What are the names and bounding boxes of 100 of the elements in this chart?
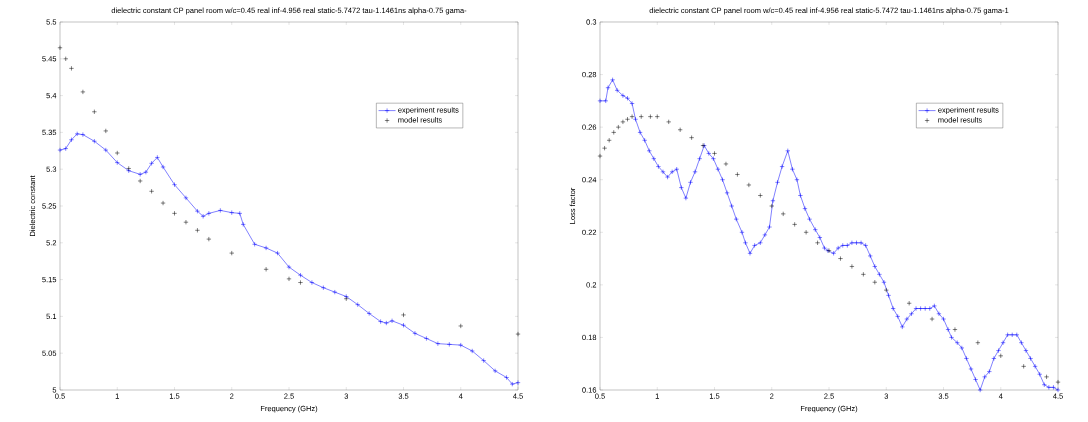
point xyxy=(625,116,630,122)
point xyxy=(143,169,149,175)
point xyxy=(194,227,200,233)
point xyxy=(137,171,143,177)
point xyxy=(412,330,418,336)
point xyxy=(114,160,120,166)
point xyxy=(1021,363,1027,369)
point xyxy=(80,89,86,95)
point xyxy=(103,147,109,153)
point xyxy=(458,323,464,329)
point xyxy=(172,210,177,216)
point xyxy=(1055,379,1061,385)
point xyxy=(149,160,155,166)
point xyxy=(620,119,626,125)
point xyxy=(723,161,729,167)
point xyxy=(872,279,878,285)
point xyxy=(172,182,177,188)
point xyxy=(286,264,292,270)
point xyxy=(63,146,69,152)
point xyxy=(860,271,866,277)
point xyxy=(998,353,1004,359)
point xyxy=(137,178,143,184)
point xyxy=(91,138,97,144)
point xyxy=(309,280,315,285)
point xyxy=(481,358,487,363)
point xyxy=(275,250,280,256)
point xyxy=(194,208,200,214)
point xyxy=(366,311,372,316)
point xyxy=(91,109,97,115)
point xyxy=(689,135,695,141)
point xyxy=(286,276,292,282)
point xyxy=(654,114,660,120)
point xyxy=(615,124,621,130)
point xyxy=(647,114,653,120)
point xyxy=(666,119,672,125)
point xyxy=(206,210,212,216)
point xyxy=(423,336,429,341)
point xyxy=(883,287,889,293)
point xyxy=(602,145,608,151)
point xyxy=(849,264,855,269)
point xyxy=(792,221,798,227)
point xyxy=(200,213,206,219)
point xyxy=(103,128,109,134)
point xyxy=(206,236,212,242)
point xyxy=(149,188,155,194)
point xyxy=(298,272,303,278)
point xyxy=(734,172,740,177)
point xyxy=(252,241,258,247)
point xyxy=(803,229,809,235)
point xyxy=(355,302,361,308)
point xyxy=(240,221,246,227)
point xyxy=(769,203,775,209)
point xyxy=(263,245,269,251)
point xyxy=(906,300,912,306)
point xyxy=(160,164,166,170)
point xyxy=(154,154,160,160)
point xyxy=(229,210,235,216)
point xyxy=(815,240,821,246)
point xyxy=(378,319,384,324)
point xyxy=(952,327,958,332)
point xyxy=(80,132,86,138)
point xyxy=(383,320,389,326)
point xyxy=(638,114,644,120)
point xyxy=(606,137,612,143)
point xyxy=(183,195,189,201)
point xyxy=(217,207,223,213)
point xyxy=(780,211,786,217)
point xyxy=(677,127,683,133)
point xyxy=(515,331,521,337)
point xyxy=(401,322,406,328)
point xyxy=(332,289,338,295)
point xyxy=(389,318,395,324)
point xyxy=(746,182,752,188)
point xyxy=(320,285,326,291)
point xyxy=(458,342,464,348)
point xyxy=(469,348,475,354)
point xyxy=(838,256,843,262)
point xyxy=(611,129,617,135)
point xyxy=(509,381,515,387)
point xyxy=(401,312,406,318)
point xyxy=(712,150,717,156)
point xyxy=(114,150,120,156)
point xyxy=(69,137,74,143)
point xyxy=(975,340,981,346)
point xyxy=(435,341,441,347)
point xyxy=(69,65,74,71)
point xyxy=(929,316,935,322)
point xyxy=(57,45,63,51)
point xyxy=(597,153,603,159)
point xyxy=(160,200,166,206)
point xyxy=(63,56,69,62)
point xyxy=(629,114,635,120)
point xyxy=(74,131,80,137)
point xyxy=(229,250,235,256)
point xyxy=(492,368,498,374)
point xyxy=(1044,374,1050,380)
point xyxy=(757,193,763,198)
point xyxy=(237,210,243,216)
point xyxy=(446,341,452,347)
point xyxy=(263,266,269,272)
